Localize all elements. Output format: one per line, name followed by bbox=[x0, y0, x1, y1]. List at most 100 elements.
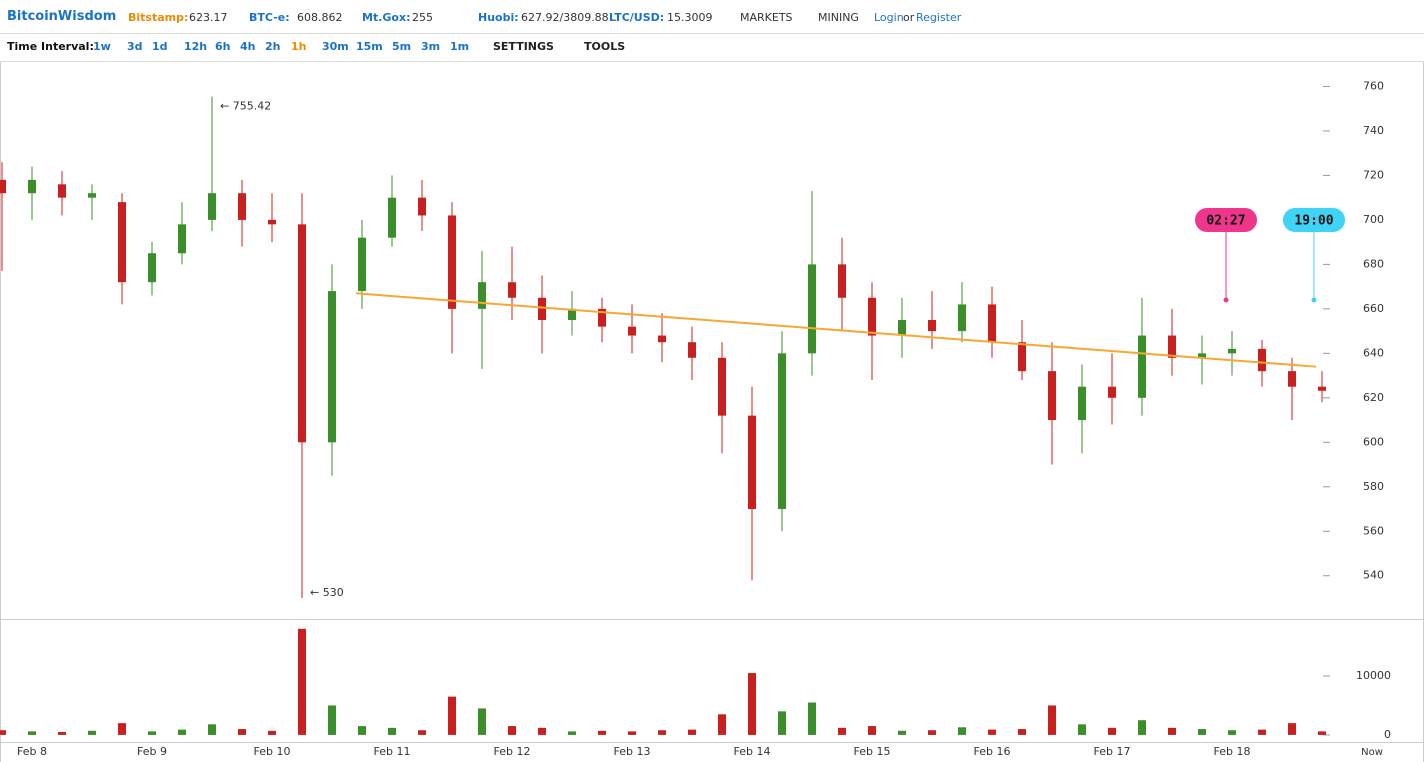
volume-bar bbox=[748, 673, 756, 735]
candle-body bbox=[928, 319, 936, 332]
volume-bar bbox=[208, 724, 216, 735]
interval-button[interactable]: 15m bbox=[356, 40, 383, 53]
volume-bar bbox=[328, 705, 336, 735]
annotation: ← 530 bbox=[310, 586, 344, 599]
time-marker: 19:00 bbox=[1294, 214, 1333, 229]
candle-body bbox=[748, 415, 756, 510]
volume-bar bbox=[778, 711, 786, 735]
volume-bar bbox=[898, 730, 906, 735]
y-tick-label: 580 bbox=[1363, 480, 1384, 493]
volume-bar bbox=[388, 727, 396, 735]
y-tick-label: 720 bbox=[1363, 168, 1384, 181]
interval-button[interactable]: 30m bbox=[322, 40, 349, 53]
interval-button[interactable]: 6h bbox=[215, 40, 231, 53]
candle-body bbox=[298, 224, 306, 443]
menu[interactable]: MINING bbox=[818, 11, 859, 24]
tools-menu[interactable]: TOOLS bbox=[584, 40, 626, 53]
volume-bar bbox=[448, 696, 456, 735]
volume-bar bbox=[538, 727, 546, 735]
menu[interactable]: MARKETS bbox=[740, 11, 793, 24]
volume-bar bbox=[1018, 729, 1026, 735]
interval-button[interactable]: 4h bbox=[240, 40, 256, 53]
candle-body bbox=[208, 193, 216, 220]
volume-bar bbox=[1168, 727, 1176, 735]
toolbar: Time Interval: 1w 3d 1d 12h 6h 4h 2h 1h 30m 15m 5m 3… bbox=[0, 34, 1424, 62]
volume-bar bbox=[508, 726, 516, 735]
candle-body bbox=[268, 219, 276, 225]
x-tick-label: Feb 18 bbox=[1214, 745, 1251, 758]
interval-label: Time Interval: bbox=[7, 40, 94, 53]
volume-bar bbox=[658, 730, 666, 735]
ticker-label: BTC-e: bbox=[249, 11, 290, 24]
candle-body bbox=[1288, 371, 1296, 387]
x-tick-label: Feb 10 bbox=[254, 745, 291, 758]
volume-bar bbox=[238, 729, 246, 735]
volume-bar bbox=[1318, 731, 1326, 735]
interval-button[interactable]: 1w bbox=[93, 40, 111, 53]
volume-bar bbox=[118, 723, 126, 735]
candle-body bbox=[178, 224, 186, 254]
or-text: or bbox=[903, 11, 915, 24]
candle-body bbox=[1108, 386, 1116, 398]
candle-body bbox=[1018, 342, 1026, 372]
interval-button[interactable]: 1d bbox=[152, 40, 168, 53]
ticker-value: 15.3009 bbox=[667, 11, 713, 24]
candle-body bbox=[328, 291, 336, 443]
interval-button[interactable]: 12h bbox=[184, 40, 208, 53]
candle-body bbox=[628, 326, 636, 336]
candle-body bbox=[0, 179, 6, 194]
interval-button[interactable]: 1h bbox=[291, 40, 307, 53]
interval-button[interactable]: 3m bbox=[421, 40, 441, 53]
candle-body bbox=[718, 357, 726, 416]
candle-body bbox=[868, 297, 876, 336]
volume-bar bbox=[148, 731, 156, 735]
register-link[interactable]: Register bbox=[916, 11, 962, 24]
volume-bar bbox=[568, 731, 576, 735]
volume-bar bbox=[1288, 723, 1296, 735]
brand[interactable]: BitcoinWisdom bbox=[7, 9, 117, 24]
candle-body bbox=[988, 304, 996, 343]
x-tick-label: Feb 12 bbox=[494, 745, 531, 758]
volume-bar bbox=[868, 726, 876, 735]
y-tick-label: 660 bbox=[1363, 302, 1384, 315]
volume-bar bbox=[28, 731, 36, 735]
candle-body bbox=[778, 353, 786, 510]
interval-button[interactable]: 3d bbox=[127, 40, 143, 53]
candle-body bbox=[88, 193, 96, 198]
y-tick-label: 10000 bbox=[1356, 669, 1391, 682]
candle-body bbox=[688, 342, 696, 358]
candle-body bbox=[1138, 335, 1146, 398]
y-tick-label: 640 bbox=[1363, 346, 1384, 359]
volume-bar bbox=[628, 731, 636, 735]
volume-bar bbox=[598, 730, 606, 735]
volume-bar bbox=[1108, 727, 1116, 735]
volume-bar bbox=[1258, 729, 1266, 735]
marker-dot bbox=[1311, 297, 1317, 303]
interval-button[interactable]: 2h bbox=[265, 40, 281, 53]
candle-body bbox=[1078, 386, 1086, 421]
interval-button[interactable]: 5m bbox=[392, 40, 412, 53]
candle-body bbox=[28, 179, 36, 194]
ticker-value: 627.92/3809.88 bbox=[521, 11, 609, 24]
y-tick-label: 760 bbox=[1363, 79, 1384, 92]
volume-bar bbox=[0, 730, 6, 735]
x-tick-label: Feb 13 bbox=[614, 745, 651, 758]
volume-bar bbox=[838, 727, 846, 735]
candle-body bbox=[58, 184, 66, 198]
interval-button[interactable]: 1m bbox=[450, 40, 470, 53]
settings-menu[interactable]: SETTINGS bbox=[493, 40, 554, 53]
volume-bar bbox=[1048, 705, 1056, 735]
volume-bar bbox=[178, 729, 186, 735]
candle-body bbox=[448, 215, 456, 309]
volume-bar bbox=[688, 729, 696, 735]
volume-bar bbox=[418, 730, 426, 735]
candle-body bbox=[568, 308, 576, 320]
x-tick-label: Feb 16 bbox=[974, 745, 1011, 758]
volume-bar bbox=[1138, 720, 1146, 735]
candle-body bbox=[478, 282, 486, 309]
login-link[interactable]: Login bbox=[874, 11, 904, 24]
volume-bar bbox=[1198, 729, 1206, 735]
candle-body bbox=[1048, 371, 1056, 421]
